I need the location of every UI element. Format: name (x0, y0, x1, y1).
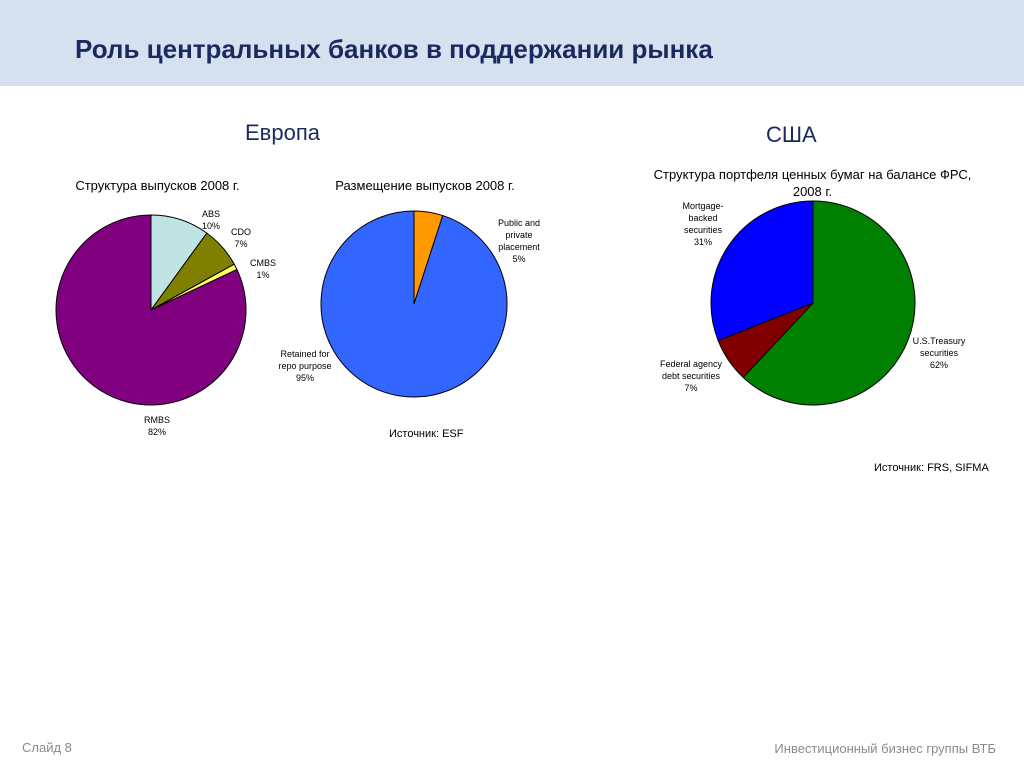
region-europe-title: Европа (245, 120, 320, 145)
chart1-slice-rmbs (55, 214, 247, 406)
chart1-title: Структура выпусков 2008 г. (75, 178, 240, 193)
chart3-label-agency: Federal agency debt securities 7% (659, 359, 723, 393)
chart1-label-cmbs: CMBS 1% (249, 258, 277, 280)
region-usa-title: США (766, 122, 817, 147)
chart2-label-retained: Retained for repo purpose 95% (278, 349, 332, 383)
chart3-slice-u-s-treasury-securities (742, 200, 916, 406)
slide-title: Роль центральных банков в поддержании ры… (75, 34, 713, 64)
chart3-label-treasury: U.S.Treasury securities 62% (912, 336, 966, 370)
chart2-slice-retained-for-repo-purpose (320, 210, 508, 398)
header-band (0, 0, 1024, 86)
chart3-pie (710, 200, 916, 406)
chart2-title: Размещение выпусков 2008 г. (335, 178, 515, 193)
footer-company: Инвестиционный бизнес группы ВТБ (774, 741, 996, 756)
slide-number: Слайд 8 (22, 740, 72, 755)
chart2-pie (320, 210, 508, 398)
chart2-label-public: Public and private placement 5% (497, 218, 541, 264)
source-europe: Источник: ESF (389, 428, 464, 440)
chart1-label-rmbs: RMBS 82% (143, 415, 171, 437)
chart3-title: Структура портфеля ценных бумаг на балан… (653, 167, 972, 199)
chart3-label-mbs: Mortgage-backed securities 31% (682, 201, 724, 247)
chart1-pie (55, 214, 247, 406)
chart3-slice-mortgage-backed-securities (710, 200, 814, 342)
chart1-label-abs: ABS 10% (201, 209, 221, 231)
source-usa: Источник: FRS, SIFMA (874, 462, 989, 474)
chart1-label-cdo: CDO 7% (231, 227, 251, 249)
